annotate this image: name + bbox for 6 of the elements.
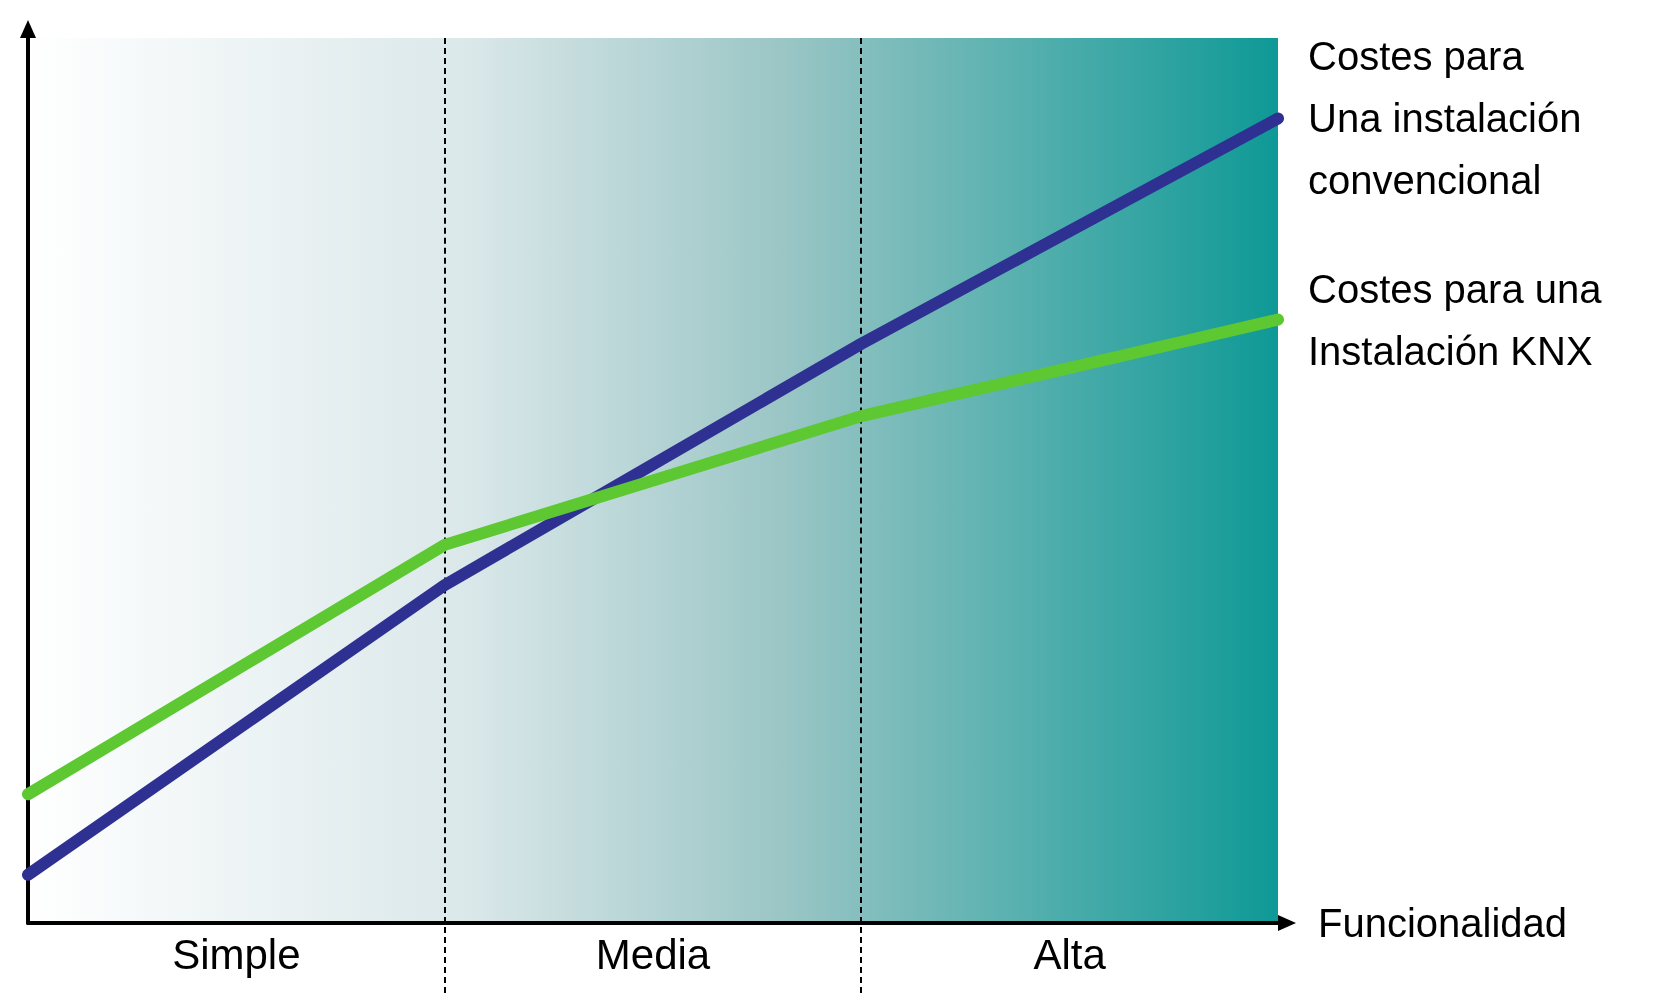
text: Simple	[171, 931, 302, 979]
text: Media	[594, 931, 712, 979]
x-axis-title: Funcionalidad	[1318, 901, 1568, 945]
text: Alta	[1032, 931, 1107, 979]
series-label: Costes para una Instalación KNX	[1308, 266, 1603, 373]
series-label: Costes para Una instalación convencional	[1308, 34, 1582, 203]
